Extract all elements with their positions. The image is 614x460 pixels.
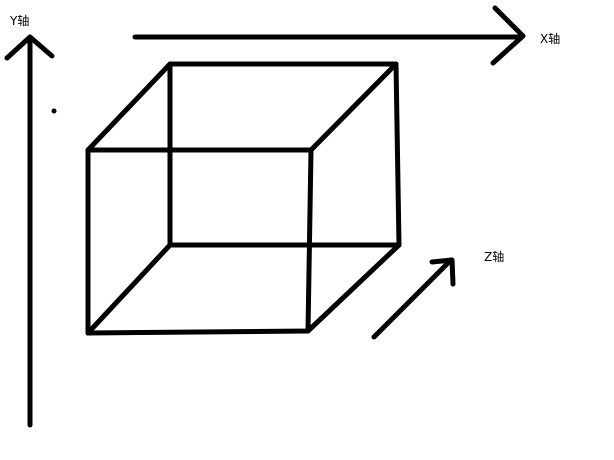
cube-edge-top-right bbox=[308, 61, 399, 153]
stray-dot bbox=[51, 108, 57, 114]
z-axis: Z轴 bbox=[371, 249, 504, 340]
cube-back-face bbox=[167, 61, 402, 248]
y-axis-arrowhead bbox=[4, 34, 55, 61]
x-axis-arrowhead bbox=[490, 5, 526, 66]
cube-edge-bottom-right bbox=[305, 242, 402, 334]
z-axis-arrowhead bbox=[429, 257, 456, 287]
z-axis-label: Z轴 bbox=[484, 249, 504, 264]
y-axis-label: Y轴 bbox=[9, 13, 29, 28]
cube-edge-top-left bbox=[85, 61, 173, 153]
z-axis-line bbox=[371, 257, 454, 340]
x-axis: X轴 bbox=[132, 5, 560, 66]
x-axis-label: X轴 bbox=[540, 31, 560, 46]
cube-edge-bottom-left bbox=[85, 242, 173, 336]
y-axis: Y轴 bbox=[4, 13, 55, 428]
cube-front-face bbox=[85, 147, 314, 336]
cube-wireframe bbox=[85, 61, 402, 336]
